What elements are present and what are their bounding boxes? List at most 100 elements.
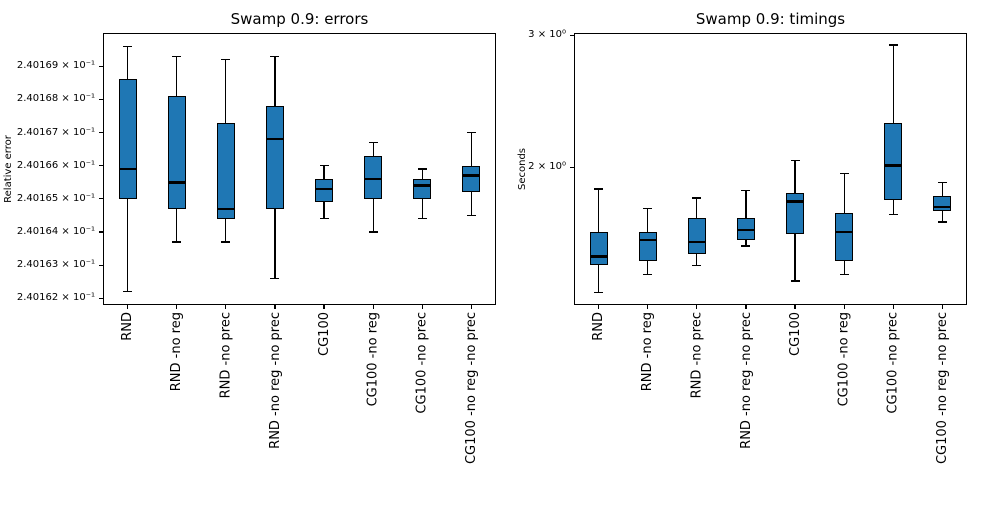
whisker-upper-line xyxy=(225,59,227,123)
whisker-cap-bottom xyxy=(172,241,182,243)
x-tick xyxy=(176,305,178,309)
whisker-cap-bottom xyxy=(790,280,800,282)
whisker-cap-bottom xyxy=(368,231,378,233)
median-line xyxy=(884,164,903,167)
x-tick xyxy=(794,305,796,309)
whisker-lower-line xyxy=(274,208,276,279)
whisker-cap-top xyxy=(270,55,280,57)
whisker-cap-top xyxy=(839,173,849,175)
y-tick xyxy=(99,98,103,100)
x-tick-label: RND -no reg xyxy=(640,312,656,392)
whisker-upper-line xyxy=(176,56,178,97)
whisker-lower-line xyxy=(794,233,796,282)
box-iqr xyxy=(315,178,334,203)
whisker-lower-line xyxy=(421,198,423,219)
whisker-cap-bottom xyxy=(643,273,653,275)
x-tick xyxy=(372,305,374,309)
whisker-lower-line xyxy=(941,210,944,223)
whisker-upper-line xyxy=(597,189,600,232)
whisker-cap-bottom xyxy=(319,218,329,220)
box-iqr xyxy=(884,123,903,200)
x-tick-label: CG100 -no reg xyxy=(836,312,852,407)
errors-chart-title: Swamp 0.9: errors xyxy=(230,10,369,28)
y-tick-label: 3 × 10⁰ xyxy=(528,29,566,41)
whisker-cap-bottom xyxy=(937,221,947,223)
whisker-cap-top xyxy=(319,165,329,167)
whisker-upper-line xyxy=(941,182,944,197)
y-tick xyxy=(99,131,103,134)
whisker-lower-line xyxy=(225,218,227,242)
whisker-cap-top xyxy=(643,208,653,210)
whisker-cap-bottom xyxy=(594,292,604,294)
median-line xyxy=(413,184,432,187)
median-line xyxy=(462,174,481,177)
median-line xyxy=(835,230,854,234)
box-iqr xyxy=(364,155,383,199)
whisker-lower-line xyxy=(647,260,649,275)
whisker-cap-bottom xyxy=(270,277,280,280)
box-iqr xyxy=(118,79,137,199)
y-tick-label: 2.40164 × 10⁻¹ xyxy=(16,226,95,238)
whisker-upper-line xyxy=(372,142,374,156)
whisker-cap-bottom xyxy=(417,218,427,220)
whisker-cap-top xyxy=(594,188,604,190)
whisker-upper-line xyxy=(794,160,796,193)
y-tick xyxy=(99,165,103,167)
y-tick-label: 2.40169 × 10⁻¹ xyxy=(16,60,95,72)
whisker-lower-line xyxy=(843,260,845,275)
whisker-upper-line xyxy=(745,190,747,219)
box-iqr xyxy=(933,196,952,211)
whisker-lower-line xyxy=(372,198,374,232)
x-tick-label: CG100 -no reg -no prec xyxy=(934,312,950,465)
whisker-lower-line xyxy=(126,198,129,292)
y-tick-label: 2.40167 × 10⁻¹ xyxy=(16,126,95,138)
x-tick xyxy=(941,305,944,309)
whisker-cap-top xyxy=(417,168,427,170)
box-iqr xyxy=(413,178,432,199)
whisker-cap-bottom xyxy=(466,214,476,217)
median-line xyxy=(118,167,137,171)
x-tick xyxy=(274,305,276,309)
x-tick-label: CG100 -no prec xyxy=(414,312,430,414)
median-line xyxy=(736,228,755,232)
whisker-upper-line xyxy=(470,132,473,166)
x-tick xyxy=(597,305,600,309)
box-iqr xyxy=(786,192,805,234)
whisker-cap-top xyxy=(466,131,476,134)
x-tick-label: CG100 -no reg xyxy=(365,312,381,407)
whisker-upper-line xyxy=(274,56,276,106)
whisker-cap-bottom xyxy=(221,241,231,243)
whisker-lower-line xyxy=(470,192,473,216)
whisker-upper-line xyxy=(647,208,649,232)
median-line xyxy=(687,240,706,244)
x-tick xyxy=(470,305,473,309)
median-line xyxy=(216,207,235,211)
x-tick xyxy=(843,305,845,309)
y-tick-label: 2.40162 × 10⁻¹ xyxy=(16,292,95,304)
errors-plot-area xyxy=(103,33,496,305)
whisker-lower-line xyxy=(323,202,325,219)
x-tick xyxy=(421,305,423,309)
x-tick xyxy=(647,305,649,309)
box-iqr xyxy=(589,231,608,266)
whisker-cap-top xyxy=(692,197,702,199)
y-tick-label: 2.40163 × 10⁻¹ xyxy=(16,259,95,271)
box-iqr xyxy=(216,122,235,219)
x-tick-label: RND -no reg xyxy=(169,312,185,392)
whisker-upper-line xyxy=(421,169,423,179)
box-iqr xyxy=(638,231,657,261)
whisker-upper-line xyxy=(126,46,129,80)
whisker-cap-top xyxy=(172,55,182,57)
x-tick-label: RND -no reg -no prec xyxy=(267,312,283,449)
box-iqr xyxy=(265,105,284,209)
whisker-cap-top xyxy=(741,190,751,192)
median-line xyxy=(364,177,383,181)
x-tick-label: RND xyxy=(591,312,607,341)
whisker-cap-bottom xyxy=(888,213,898,216)
x-tick xyxy=(225,305,227,309)
box-iqr xyxy=(462,165,481,193)
y-tick xyxy=(570,166,574,168)
x-tick-label: CG100 xyxy=(316,312,332,356)
median-line xyxy=(589,255,608,258)
box-iqr xyxy=(167,96,186,209)
